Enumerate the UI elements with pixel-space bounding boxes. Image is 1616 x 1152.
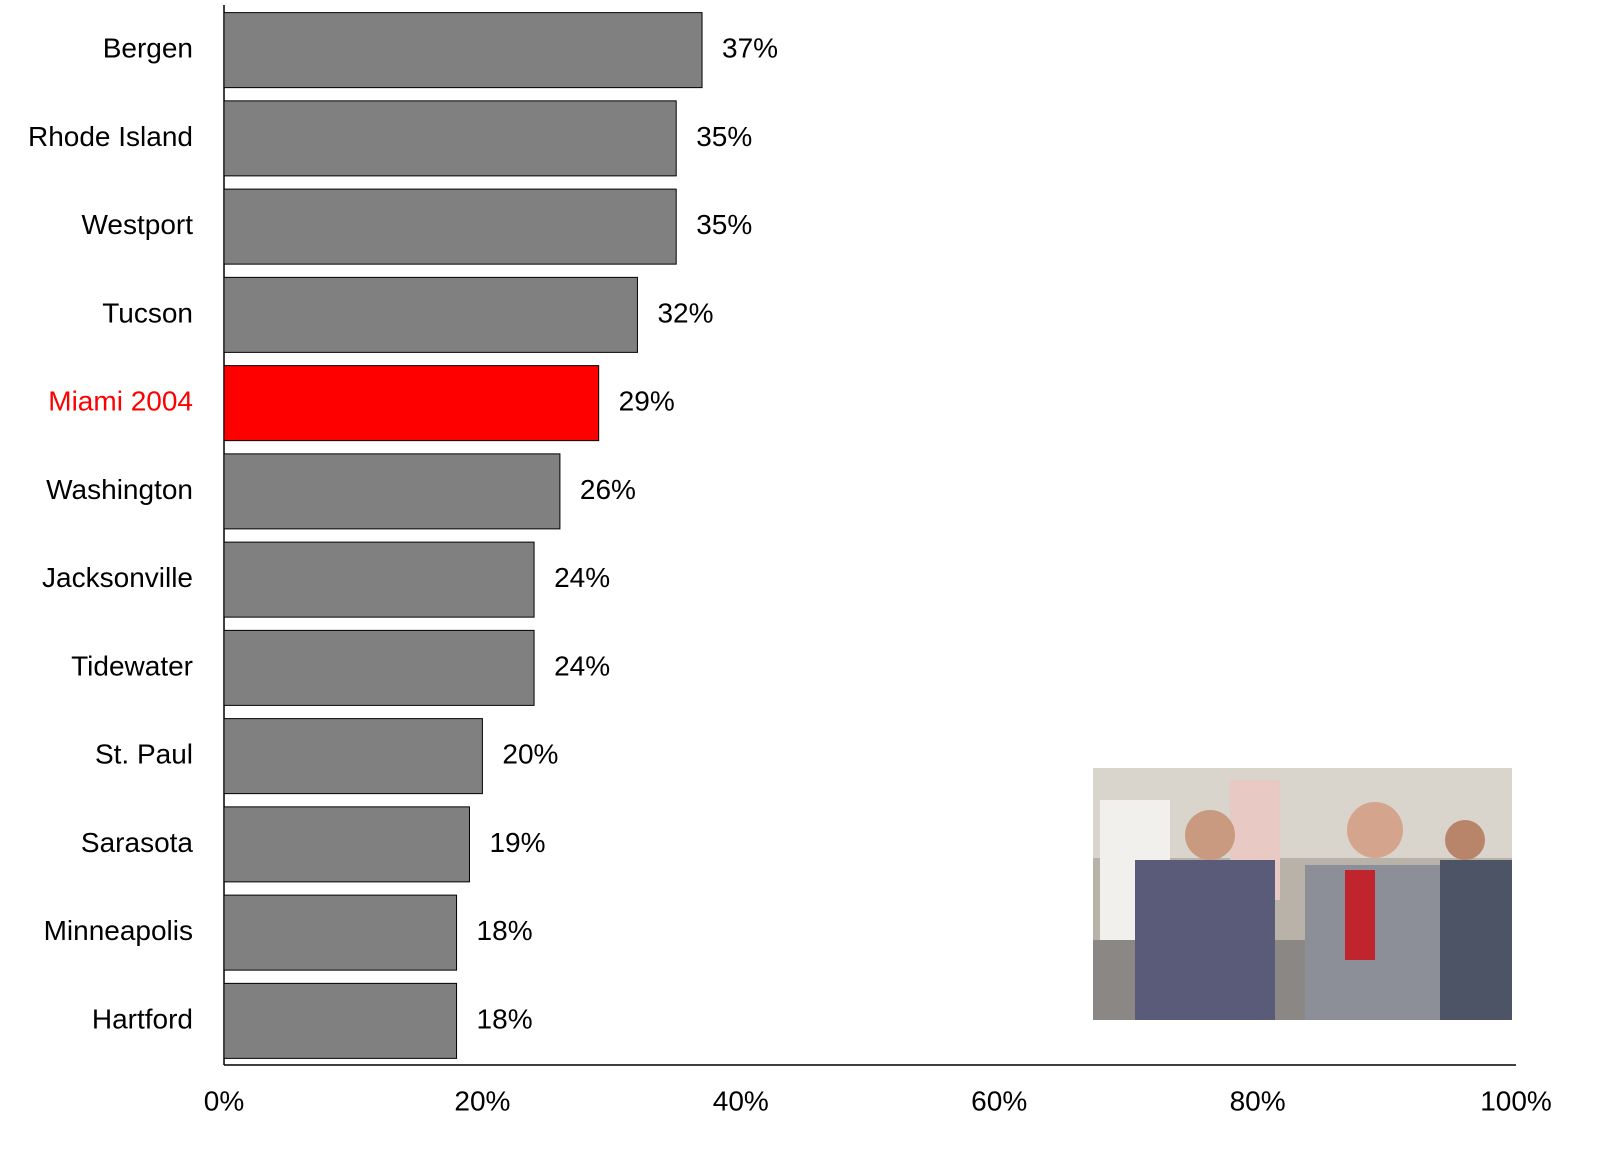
value-label: 18% — [477, 1003, 533, 1034]
photo — [1093, 768, 1512, 1020]
x-tick-label: 80% — [1230, 1085, 1286, 1116]
y-tick-label: Bergen — [103, 33, 193, 64]
bar — [223, 365, 600, 442]
value-label: 35% — [696, 209, 752, 240]
bar — [223, 100, 677, 177]
bar — [223, 276, 638, 353]
bar — [223, 982, 458, 1059]
y-tick-label: Minneapolis — [44, 915, 193, 946]
x-tick-label: 0% — [204, 1085, 244, 1116]
y-tick-label: Tucson — [102, 297, 193, 328]
value-label: 26% — [580, 474, 636, 505]
bar — [223, 188, 677, 265]
x-tick-label: 20% — [454, 1085, 510, 1116]
y-tick-label: Westport — [81, 209, 193, 240]
value-label: 24% — [554, 562, 610, 593]
bar — [223, 894, 458, 971]
y-tick-label: Sarasota — [81, 827, 193, 858]
value-label: 32% — [657, 297, 713, 328]
y-tick-label: Tidewater — [71, 650, 193, 681]
value-label: 18% — [477, 915, 533, 946]
value-label: 24% — [554, 650, 610, 681]
value-label: 19% — [489, 827, 545, 858]
x-tick-label: 60% — [971, 1085, 1027, 1116]
x-tick-label: 100% — [1480, 1085, 1552, 1116]
bar — [223, 629, 535, 706]
value-label: 37% — [722, 33, 778, 64]
y-tick-label: Washington — [46, 474, 193, 505]
bar — [223, 453, 561, 530]
value-label: 20% — [502, 739, 558, 770]
bar — [223, 806, 470, 883]
bar — [223, 12, 703, 89]
bar — [223, 541, 535, 618]
value-label: 35% — [696, 121, 752, 152]
y-tick-label: Rhode Island — [28, 121, 193, 152]
bar — [223, 718, 483, 795]
y-tick-label: St. Paul — [95, 739, 193, 770]
y-tick-label: Jacksonville — [42, 562, 193, 593]
y-tick-label: Hartford — [92, 1003, 193, 1034]
y-tick-label: Miami 2004 — [48, 386, 193, 417]
x-tick-label: 40% — [713, 1085, 769, 1116]
value-label: 29% — [619, 386, 675, 417]
